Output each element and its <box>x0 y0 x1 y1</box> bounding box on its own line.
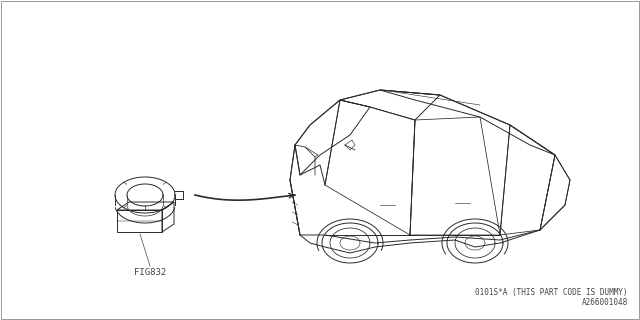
Text: A266001048: A266001048 <box>582 298 628 307</box>
Text: FIG832: FIG832 <box>134 268 166 277</box>
Text: 0101S*A (THIS PART CODE IS DUMMY): 0101S*A (THIS PART CODE IS DUMMY) <box>476 288 628 297</box>
